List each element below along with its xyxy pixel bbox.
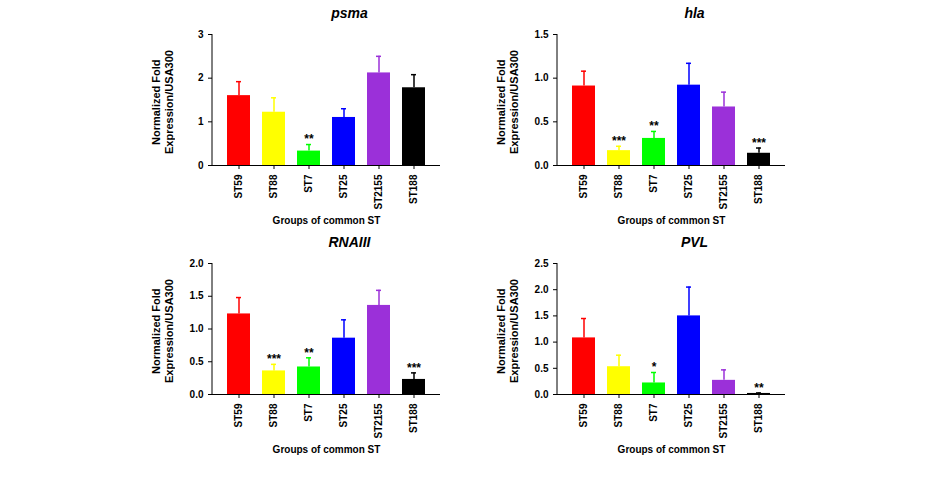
svg-text:ST188: ST188 xyxy=(753,174,764,204)
svg-text:ST7: ST7 xyxy=(648,174,659,193)
svg-text:1.5: 1.5 xyxy=(534,310,548,321)
svg-text:ST88: ST88 xyxy=(268,174,279,198)
svg-text:ST25: ST25 xyxy=(338,174,349,198)
svg-text:ST88: ST88 xyxy=(613,174,624,198)
svg-text:ST2155: ST2155 xyxy=(718,403,729,438)
html-text:hla: hla xyxy=(684,5,705,21)
svg-text:1.0: 1.0 xyxy=(534,336,548,347)
svg-text:ST2155: ST2155 xyxy=(373,403,384,438)
svg-text:ST59: ST59 xyxy=(578,403,589,427)
html-text:Normalized Fold Expression/USA: Normalized Fold Expression/USA300 xyxy=(149,50,175,154)
html-text:RNAIII: RNAIII xyxy=(328,234,371,250)
svg-text:ST188: ST188 xyxy=(408,174,419,204)
svg-text:0.5: 0.5 xyxy=(534,116,548,127)
svg-text:*: * xyxy=(651,360,656,374)
svg-text:2: 2 xyxy=(197,72,203,83)
svg-text:Groups of common ST: Groups of common ST xyxy=(617,215,725,226)
svg-text:Groups of common ST: Groups of common ST xyxy=(617,444,725,455)
svg-text:ST2155: ST2155 xyxy=(373,174,384,209)
svg-text:Groups of common ST: Groups of common ST xyxy=(272,215,380,226)
svg-text:ST59: ST59 xyxy=(233,174,244,198)
svg-text:3: 3 xyxy=(197,29,203,40)
svg-text:ST88: ST88 xyxy=(613,403,624,427)
svg-text:ST25: ST25 xyxy=(338,403,349,427)
svg-text:Groups of common ST: Groups of common ST xyxy=(272,444,380,455)
svg-text:0.0: 0.0 xyxy=(534,389,548,400)
svg-text:ST7: ST7 xyxy=(648,403,659,422)
svg-text:1: 1 xyxy=(197,116,203,127)
svg-text:***: *** xyxy=(266,352,280,366)
html-text:Normalized Fold Expression/USA: Normalized Fold Expression/USA300 xyxy=(494,50,520,154)
svg-text:2.5: 2.5 xyxy=(534,258,548,269)
svg-text:***: *** xyxy=(611,134,625,148)
svg-text:ST59: ST59 xyxy=(233,403,244,427)
svg-text:0.0: 0.0 xyxy=(189,389,203,400)
svg-text:0: 0 xyxy=(197,160,203,171)
svg-text:**: ** xyxy=(304,132,314,146)
svg-text:ST25: ST25 xyxy=(683,403,694,427)
svg-text:2.0: 2.0 xyxy=(534,284,548,295)
svg-text:1.5: 1.5 xyxy=(189,290,203,301)
svg-text:0.5: 0.5 xyxy=(534,363,548,374)
svg-text:2.0: 2.0 xyxy=(189,258,203,269)
html-text:Normalized Fold Expression/USA: Normalized Fold Expression/USA300 xyxy=(494,279,520,383)
svg-text:1.5: 1.5 xyxy=(534,29,548,40)
html-text:psma: psma xyxy=(331,5,368,21)
svg-text:**: ** xyxy=(304,346,314,360)
svg-text:1.0: 1.0 xyxy=(189,323,203,334)
svg-text:**: ** xyxy=(649,119,659,133)
html-text:Normalized Fold Expression/USA: Normalized Fold Expression/USA300 xyxy=(149,279,175,383)
svg-text:***: *** xyxy=(406,361,420,375)
svg-text:ST188: ST188 xyxy=(408,403,419,433)
svg-text:**: ** xyxy=(754,381,764,395)
svg-text:ST2155: ST2155 xyxy=(718,174,729,209)
svg-text:ST7: ST7 xyxy=(303,403,314,422)
svg-text:1.0: 1.0 xyxy=(534,72,548,83)
svg-text:ST188: ST188 xyxy=(753,403,764,433)
svg-text:ST59: ST59 xyxy=(578,174,589,198)
svg-text:0.0: 0.0 xyxy=(534,160,548,171)
html-text:PVL: PVL xyxy=(680,234,709,250)
svg-text:ST88: ST88 xyxy=(268,403,279,427)
svg-text:ST7: ST7 xyxy=(303,174,314,193)
svg-text:ST25: ST25 xyxy=(683,174,694,198)
svg-text:***: *** xyxy=(751,136,765,150)
svg-text:0.5: 0.5 xyxy=(189,356,203,367)
